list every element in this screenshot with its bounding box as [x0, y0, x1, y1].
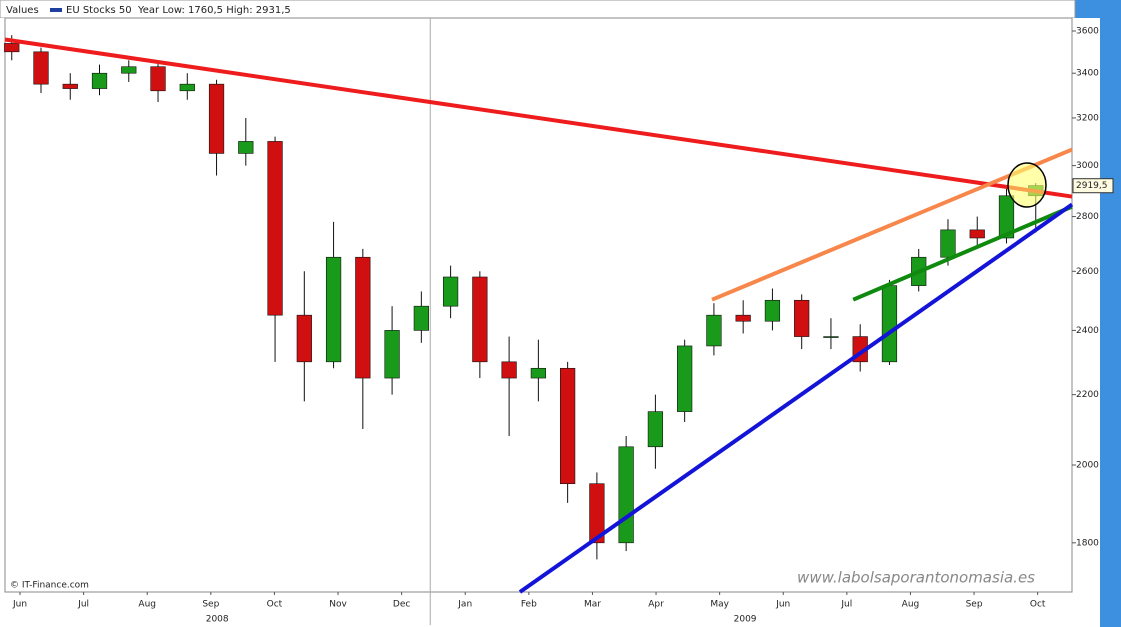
x-tick-label: Sep	[202, 600, 219, 610]
candle-body	[823, 336, 839, 338]
candle-body	[969, 229, 985, 239]
candle-body	[530, 367, 546, 379]
y-tick-label: 2400	[1076, 326, 1099, 336]
candle-body	[940, 229, 956, 258]
candle-body	[62, 83, 78, 89]
candle-body	[296, 314, 312, 363]
trend-line	[852, 204, 1073, 302]
candle-body	[325, 256, 342, 363]
candle-body	[735, 314, 751, 322]
candle-body	[355, 256, 371, 379]
trend-line	[4, 37, 1073, 199]
candle-body	[91, 72, 108, 89]
x-tick-label: Sep	[966, 600, 983, 610]
last-value-label: 2919,5	[1076, 181, 1108, 191]
source: © IT-Finance.com	[10, 581, 89, 591]
x-tick-label: Mar	[584, 600, 601, 610]
x-tick-label: Oct	[1030, 600, 1046, 610]
candle-body	[442, 276, 459, 307]
year-label: 2008	[206, 615, 229, 625]
highlight-ellipse	[1007, 162, 1047, 208]
x-tick-label: May	[710, 600, 729, 610]
trend-line	[518, 202, 1074, 594]
candle-body	[4, 43, 20, 53]
candle-body	[150, 66, 166, 92]
candle-body	[589, 483, 605, 544]
candle-body	[618, 446, 634, 544]
x-tick-label: Oct	[267, 600, 283, 610]
candle-body	[33, 51, 49, 85]
candle-body	[998, 195, 1015, 239]
x-tick-label: Jul	[840, 600, 852, 610]
candle-body	[794, 299, 810, 337]
x-tick-label: Jun	[775, 600, 790, 610]
candle-body	[121, 66, 137, 74]
candle-body	[267, 141, 283, 316]
x-tick-label: Apr	[648, 600, 664, 610]
candle-body	[413, 305, 429, 331]
plot-area	[4, 17, 1073, 593]
y-tick-label: 2800	[1076, 212, 1099, 222]
x-tick-label: Jun	[12, 600, 27, 610]
x-tick-label: Jan	[457, 600, 472, 610]
header-label: Values	[6, 5, 39, 16]
candle-body	[677, 345, 693, 412]
y-tick-label: 3400	[1076, 69, 1099, 79]
candle-body	[179, 83, 195, 92]
candle-body	[647, 411, 664, 448]
y-tick-label: 2000	[1076, 461, 1099, 471]
y-tick-label: 3200	[1076, 113, 1099, 123]
last-value-box	[1072, 178, 1114, 194]
candle-body	[238, 141, 254, 154]
candle-body	[472, 276, 488, 363]
legend-swatch	[50, 8, 62, 12]
candle-body	[208, 83, 225, 154]
y-tick-label: 1800	[1076, 538, 1099, 548]
x-tick-label: Aug	[138, 600, 156, 610]
x-tick-label: Dec	[393, 600, 410, 610]
x-tick-label: Aug	[902, 600, 920, 610]
x-tick-label: Feb	[521, 600, 537, 610]
y-tick-label: 2200	[1076, 390, 1099, 400]
x-tick-label: Nov	[329, 600, 347, 610]
legend-label: EU Stocks 50	[66, 5, 132, 16]
candle-body	[764, 299, 781, 322]
candle-body	[881, 285, 898, 363]
y-tick-label: 3600	[1076, 27, 1099, 37]
subtitle: Year Low: 1760,5 High: 2931,5	[137, 5, 291, 16]
candle-body	[560, 367, 576, 485]
y-tick-label: 2600	[1076, 267, 1099, 277]
year-label: 2009	[734, 615, 757, 625]
candle-body	[384, 330, 400, 379]
candle-body	[706, 314, 722, 347]
watermark: www.labolsaporantonomasia.es	[797, 569, 1035, 587]
candle-body	[501, 361, 517, 379]
x-tick-label: Jul	[77, 600, 89, 610]
y-tick-label: 3000	[1076, 161, 1099, 171]
